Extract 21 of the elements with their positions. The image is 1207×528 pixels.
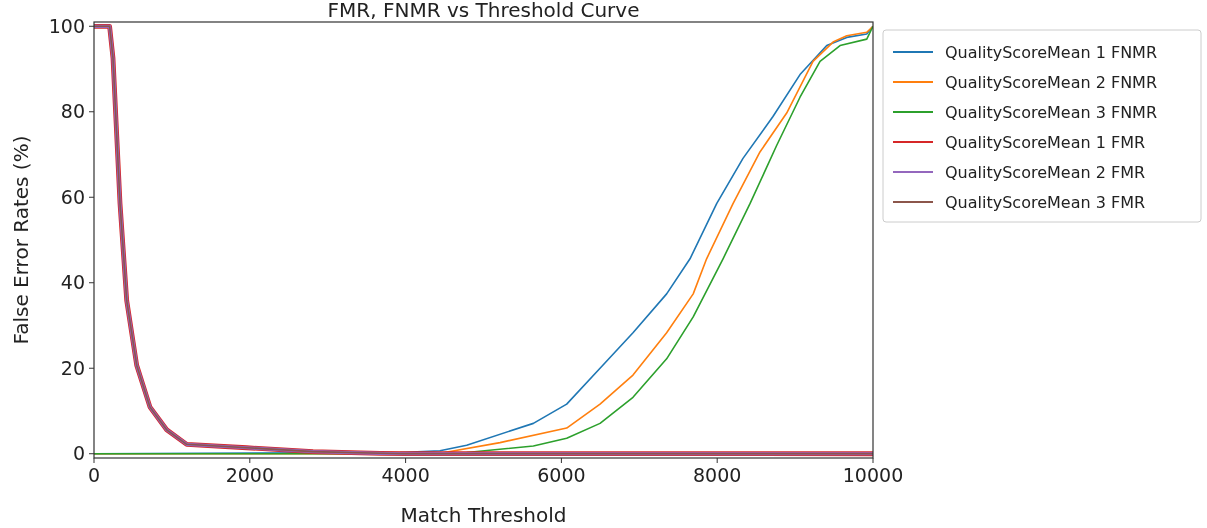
y-tick-label: 40 (60, 271, 85, 294)
legend-label: QualityScoreMean 1 FNMR (945, 42, 1158, 62)
chart-title: FMR, FNMR vs Threshold Curve (327, 0, 640, 22)
x-tick-label: 4000 (381, 464, 430, 486)
x-axis-title: Match Threshold (400, 503, 567, 527)
y-axis-title: False Error Rates (%) (9, 135, 33, 345)
y-tick-label: 0 (72, 442, 85, 465)
x-tick-label: 6000 (537, 464, 586, 486)
y-tick-label: 60 (60, 185, 85, 208)
x-tick-label: 8000 (693, 464, 742, 486)
x-tick-label: 2000 (225, 464, 274, 486)
y-tick-label: 100 (48, 14, 85, 37)
legend-label: QualityScoreMean 1 FMR (945, 132, 1146, 152)
legend-label: QualityScoreMean 3 FNMR (945, 102, 1158, 122)
y-tick-label: 80 (60, 100, 85, 123)
y-tick-label: 20 (60, 356, 85, 379)
x-tick-label: 10000 (842, 464, 904, 486)
legend-label: QualityScoreMean 3 FMR (945, 192, 1146, 212)
x-tick-label: 0 (87, 464, 101, 486)
legend-label: QualityScoreMean 2 FMR (945, 162, 1146, 182)
legend-label: QualityScoreMean 2 FNMR (945, 72, 1158, 92)
